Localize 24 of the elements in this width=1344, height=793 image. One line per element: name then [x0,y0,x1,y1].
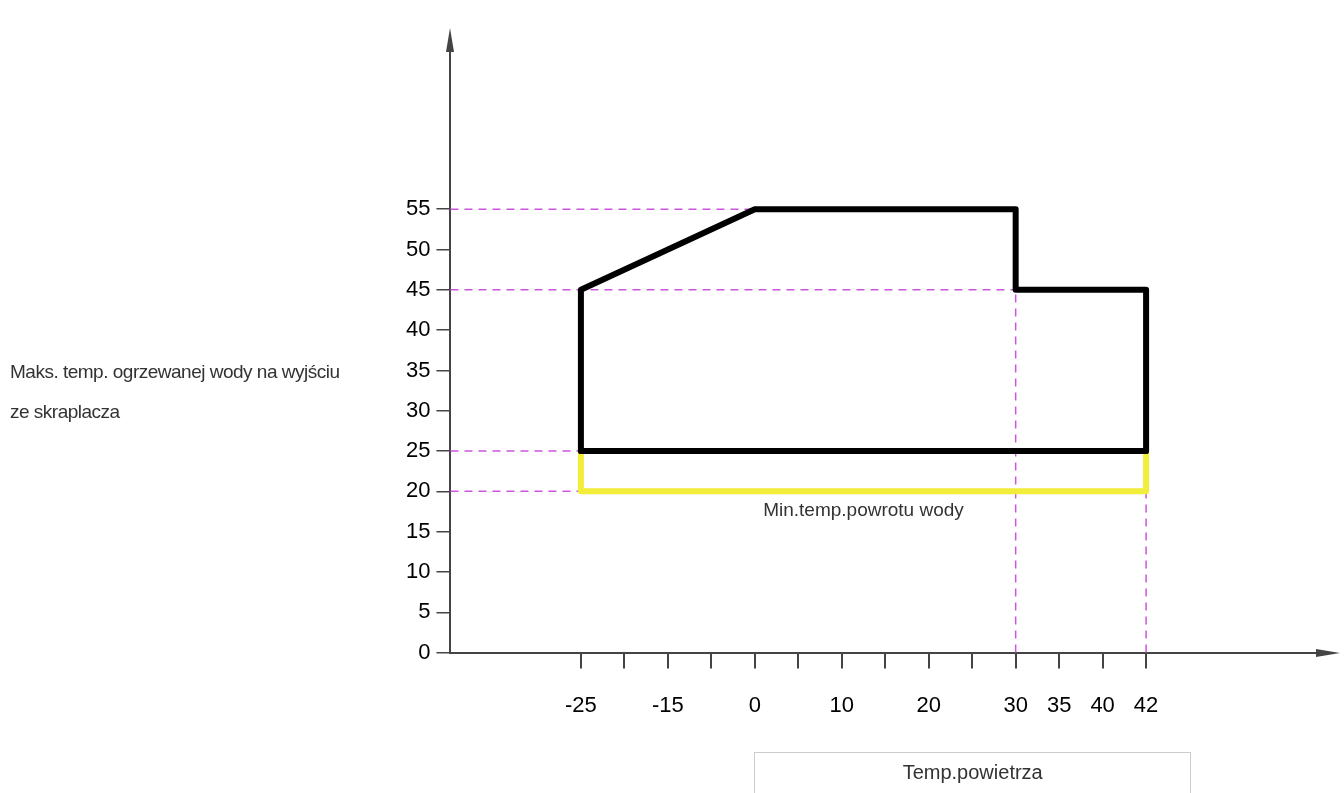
y-tick-label: 40 [405,316,431,342]
y-tick-label: 15 [405,517,431,543]
x-tick-label: 35 [1046,691,1072,717]
y-tick-label: 10 [405,558,431,584]
x-tick-label: 42 [1133,691,1159,717]
x-tick-label: 40 [1090,691,1115,717]
y-tick-label: 25 [405,437,431,463]
x-tick-label: 10 [829,691,854,717]
y-tick-label: 5 [418,598,431,624]
x-tick-label: -15 [651,691,684,717]
x-tick-label: 0 [748,691,761,717]
y-tick-label: 30 [405,396,431,422]
y-tick-label: 35 [405,356,431,382]
x-tick-label: -25 [565,691,597,717]
series-label: Min.temp.powrotu wody [763,499,965,521]
y-tick-label: 0 [418,638,431,664]
x-axis-title: Temp.powietrza [754,752,1192,793]
y-tick-label: 55 [405,195,431,221]
y-axis-title: Maks. temp. ogrzewanej wody na wyjściu ze skraplacza [10,360,340,424]
x-tick-label: 20 [916,691,941,717]
y-tick-label: 45 [405,275,431,301]
y-tick-label: 20 [405,477,431,503]
y-tick-label: 50 [405,235,431,261]
x-tick-label: 30 [1003,691,1028,717]
